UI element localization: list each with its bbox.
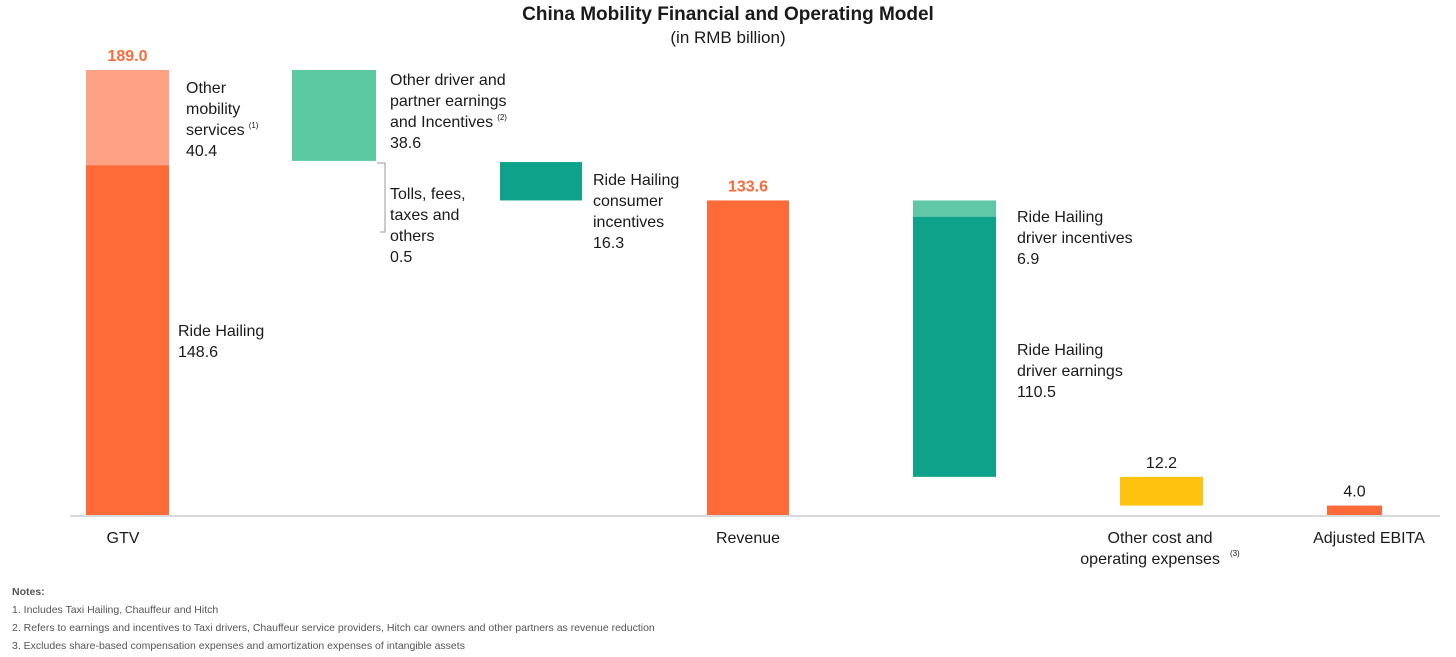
chart-title: China Mobility Financial and Operating M… — [522, 4, 934, 25]
value-tolls-fees: 0.5 — [390, 249, 412, 266]
value-driver-earnings: 110.5 — [1017, 384, 1056, 401]
note-2: 2. Refers to earnings and incentives to … — [12, 622, 655, 634]
label-gtv-other-mobility-line-3: services (1) — [186, 121, 259, 139]
bar-driver-earnings — [913, 216, 996, 477]
total-ebita: 4.0 — [1343, 484, 1365, 501]
bar-gtv-other-mobility — [86, 70, 169, 166]
bar-driver-incentives — [913, 200, 996, 217]
note-3: 3. Excludes share-based compensation exp… — [12, 640, 465, 652]
total-gtv: 189.0 — [107, 48, 147, 65]
category-revenue-line-1: Revenue — [716, 530, 780, 547]
value-gtv-other-mobility: 40.4 — [186, 143, 217, 160]
category-opex-line-2: operating expenses (3) — [1080, 549, 1240, 568]
label-gtv-ride-hailing-line-1: Ride Hailing — [178, 323, 264, 340]
label-driver-incentives-line-2: driver incentives — [1017, 230, 1133, 247]
label-tolls-fees-line-3: others — [390, 228, 434, 245]
bar-other-cost — [1120, 476, 1203, 506]
total-revenue: 133.6 — [728, 178, 768, 195]
superscript-gtv-other-mobility: (1) — [249, 121, 259, 130]
notes-heading: Notes: — [12, 586, 45, 598]
label-driver-incentives-line-1: Ride Hailing — [1017, 209, 1103, 226]
label-other-driver-partner-line-2: partner earnings — [390, 93, 507, 110]
value-gtv-ride-hailing: 148.6 — [178, 344, 218, 361]
bar-consumer-incentives — [500, 162, 582, 201]
label-tolls-fees-line-1: Tolls, fees, — [390, 186, 466, 203]
label-other-driver-partner-line-3: and Incentives (2) — [390, 113, 507, 131]
label-tolls-fees-line-2: taxes and — [390, 207, 459, 224]
label-driver-earnings-line-2: driver earnings — [1017, 363, 1123, 380]
label-gtv-other-mobility-line-1: Other — [186, 80, 227, 97]
waterfall-chart: Ride Hailing 148.6 Other mobility services (1… — [70, 48, 1440, 568]
label-consumer-incentives-line-3: incentives — [593, 214, 664, 231]
total-opex: 12.2 — [1146, 455, 1177, 472]
chart-subtitle: (in RMB billion) — [670, 28, 786, 47]
tolls-bracket — [377, 162, 386, 233]
label-driver-earnings-line-1: Ride Hailing — [1017, 342, 1103, 359]
label-consumer-incentives-line-2: consumer — [593, 193, 664, 210]
bar-gtv-ride-hailing — [86, 165, 169, 515]
label-consumer-incentives-line-1: Ride Hailing — [593, 172, 679, 189]
bar-revenue — [707, 200, 789, 515]
superscript-other-driver-partner: (2) — [497, 113, 507, 122]
note-1: 1. Includes Taxi Hailing, Chauffeur and … — [12, 604, 219, 616]
superscript-opex: (3) — [1230, 549, 1240, 558]
bar-adjusted-ebita — [1327, 505, 1382, 515]
value-other-driver-partner: 38.6 — [390, 135, 421, 152]
label-other-driver-partner-line-1: Other driver and — [390, 72, 506, 89]
value-driver-incentives: 6.9 — [1017, 251, 1039, 268]
category-opex-line-1: Other cost and — [1108, 530, 1213, 547]
bar-other-driver-partner — [292, 70, 376, 161]
category-gtv-line-1: GTV — [107, 530, 140, 547]
value-consumer-incentives: 16.3 — [593, 235, 624, 252]
category-ebita-line-1: Adjusted EBITA — [1313, 530, 1425, 547]
label-gtv-other-mobility-line-2: mobility — [186, 101, 240, 118]
